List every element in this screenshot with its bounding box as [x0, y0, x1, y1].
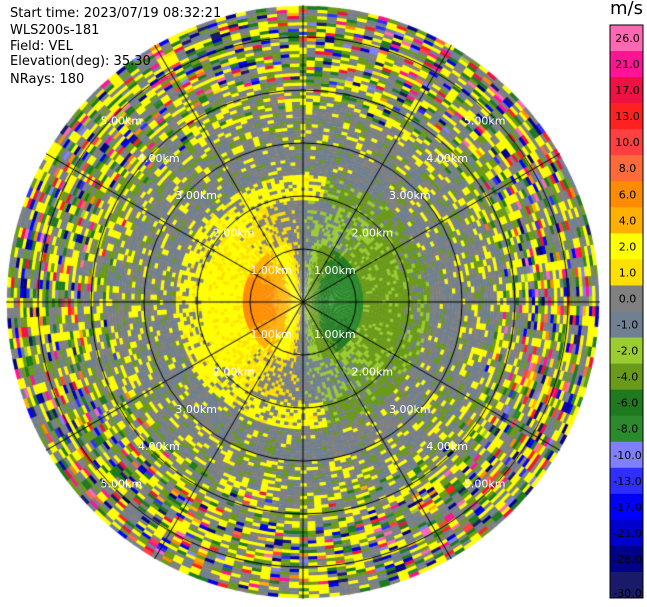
colorbar-swatch — [610, 259, 643, 286]
colorbar-tick-label: -8.0 — [617, 423, 638, 436]
colorbar-swatch — [610, 311, 643, 339]
colorbar-tick-label: -4.0 — [617, 371, 638, 384]
colorbar-tick-label: 2.0 — [619, 240, 637, 253]
colorbar-tick-label: 10.0 — [615, 136, 640, 149]
colorbar-swatch — [610, 571, 643, 599]
colorbar-tick-label: -21.0 — [613, 527, 641, 540]
colorbar-swatch — [610, 389, 643, 417]
colorbar-swatch — [610, 207, 643, 234]
colorbar-swatch — [610, 285, 643, 312]
colorbar-swatch — [610, 233, 643, 260]
colorbar-tick-label: 21.0 — [615, 58, 640, 71]
colorbar-swatch — [610, 77, 643, 104]
colorbar-tick-label: -10.0 — [613, 449, 641, 462]
colorbar-tick-label: -6.0 — [617, 397, 638, 410]
colorbar-unit-label: m/s — [610, 0, 643, 19]
start-time-label: Start time: 2023/07/19 08:32:21 — [10, 6, 222, 21]
colorbar-tick-label: -1.0 — [617, 319, 638, 332]
colorbar-tick-label: 8.0 — [619, 162, 637, 175]
colorbar-tick-label: 17.0 — [615, 84, 640, 97]
colorbar-swatch — [610, 493, 643, 521]
colorbar-tick-label: 26.0 — [615, 32, 640, 45]
colorbar-swatch — [610, 155, 643, 182]
colorbar-swatch — [610, 363, 643, 391]
colorbar-swatch — [610, 467, 643, 495]
nrays-label: NRays: 180 — [10, 72, 85, 87]
colorbar-tick-label: -17.0 — [613, 501, 641, 514]
colorbar-swatch — [610, 337, 643, 365]
colorbar-tick-label: 0.0 — [619, 293, 637, 306]
colorbar-frame — [609, 24, 644, 599]
colorbar-swatch — [610, 129, 643, 156]
colorbar-tick-label: -2.0 — [617, 345, 638, 358]
colorbar-tick-label: 13.0 — [615, 110, 640, 123]
colorbar-swatch — [610, 51, 643, 78]
colorbar-swatch — [610, 441, 643, 469]
colorbar-swatch — [610, 519, 643, 547]
colorbar-tick-label: 4.0 — [619, 214, 637, 227]
colorbar-tick-label: -13.0 — [613, 475, 641, 488]
colorbar-tick-label: -30.0 — [613, 587, 641, 600]
colorbar-swatch — [610, 103, 643, 130]
colorbar-tick-label: -26.0 — [613, 553, 641, 566]
colorbar-swatch — [610, 545, 643, 573]
colorbar-tick-label: 6.0 — [619, 188, 637, 201]
field-label: Field: VEL — [10, 39, 73, 54]
colorbar-swatch — [610, 181, 643, 208]
instrument-label: WLS200s-181 — [10, 23, 100, 38]
elevation-label: Elevation(deg): 35.30 — [10, 54, 151, 69]
colorbar-swatch — [610, 415, 643, 443]
colorbar-swatch — [610, 25, 643, 52]
colorbar-tick-label: 1.0 — [619, 266, 637, 279]
